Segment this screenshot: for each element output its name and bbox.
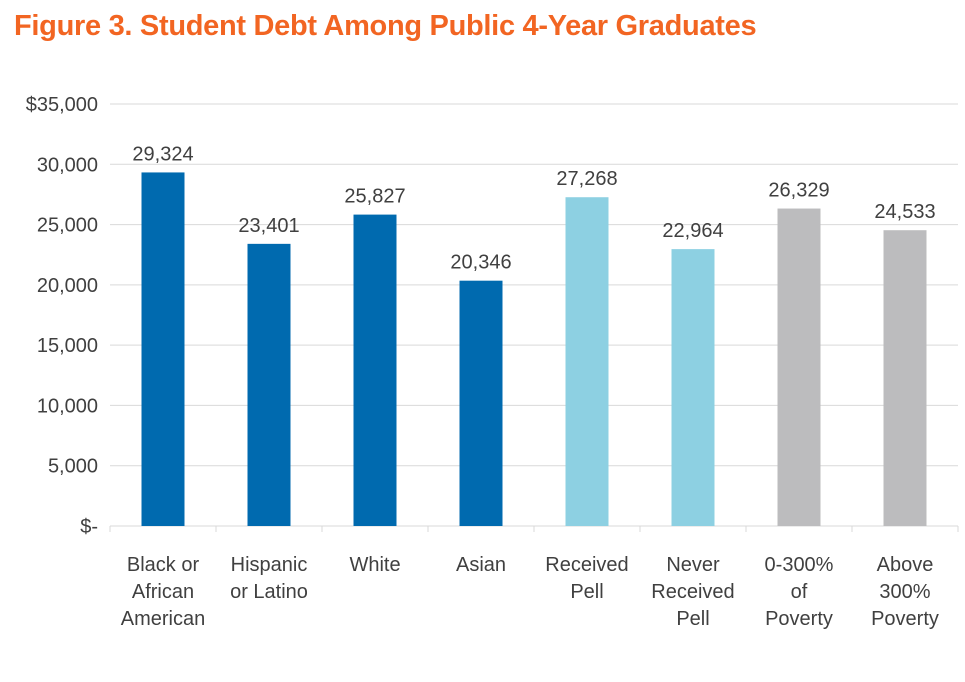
x-category-label: Black or African American <box>121 554 205 630</box>
data-label: 25,827 <box>344 186 405 208</box>
chart-title: Figure 3. Student Debt Among Public 4-Ye… <box>14 10 757 42</box>
data-label: 20,346 <box>450 252 511 274</box>
y-axis-tick-labels: $- 5,000 10,000 15,000 20,000 25,000 30,000 $35… <box>26 94 98 538</box>
data-label: 27,268 <box>556 168 617 190</box>
data-label: 26,329 <box>768 180 829 202</box>
bar <box>777 208 821 526</box>
data-label: 23,401 <box>238 215 299 237</box>
y-tick-label: $35,000 <box>26 94 98 116</box>
data-labels: 29,324 23,401 25,827 20,346 27,268 22,964 26,3… <box>132 143 935 273</box>
bar <box>565 197 609 526</box>
y-tick-label: 30,000 <box>37 154 98 176</box>
x-category-label: 0-300% of Poverty <box>765 554 834 630</box>
data-label: 24,533 <box>874 201 935 223</box>
x-category-label: Received Pell <box>545 554 628 603</box>
y-tick-label: $- <box>80 516 98 538</box>
x-category-label: White <box>349 554 400 576</box>
y-tick-label: 20,000 <box>37 275 98 297</box>
gridlines <box>109 103 959 532</box>
x-category-label: Above 300% Poverty <box>871 554 939 630</box>
x-category-label: Hispanic or Latino <box>230 554 308 603</box>
y-tick-label: 5,000 <box>48 456 98 478</box>
bar <box>883 230 927 526</box>
x-category-label: Never Received Pell <box>651 554 734 630</box>
x-category-label: Asian <box>456 554 506 576</box>
y-tick-label: 15,000 <box>37 335 98 357</box>
bar <box>247 243 291 526</box>
data-label: 22,964 <box>662 220 723 242</box>
y-tick-label: 10,000 <box>37 395 98 417</box>
bar <box>353 214 397 527</box>
y-tick-label: 25,000 <box>37 215 98 237</box>
bar <box>671 249 715 527</box>
data-label: 29,324 <box>132 143 193 165</box>
bar <box>459 280 503 526</box>
x-axis-category-labels: Black or African American Hispanic or Latino… <box>121 554 939 630</box>
bars <box>141 172 927 527</box>
bar <box>141 172 185 526</box>
